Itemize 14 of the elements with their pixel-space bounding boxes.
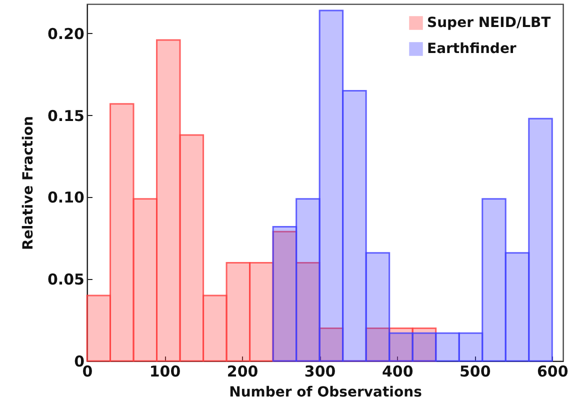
x-tick-label: 600 [536, 362, 568, 380]
y-tick-label: 0.15 [47, 106, 84, 125]
legend-label: Super NEID/LBT [427, 15, 552, 31]
y-tick-label: 0.20 [47, 24, 84, 43]
x-tick-label: 300 [304, 362, 336, 380]
x-tick-label: 400 [382, 362, 414, 380]
x-axis-title: Number of Observations [229, 384, 422, 400]
legend-label: Earthfinder [427, 41, 516, 57]
x-tick-label: 500 [459, 362, 491, 380]
y-tick-label: 0.10 [47, 188, 84, 207]
x-tick-label: 200 [226, 362, 258, 380]
y-tick-label: 0.05 [47, 270, 84, 289]
y-axis-title: Relative Fraction [20, 116, 36, 250]
x-tick-label: 100 [149, 362, 181, 380]
